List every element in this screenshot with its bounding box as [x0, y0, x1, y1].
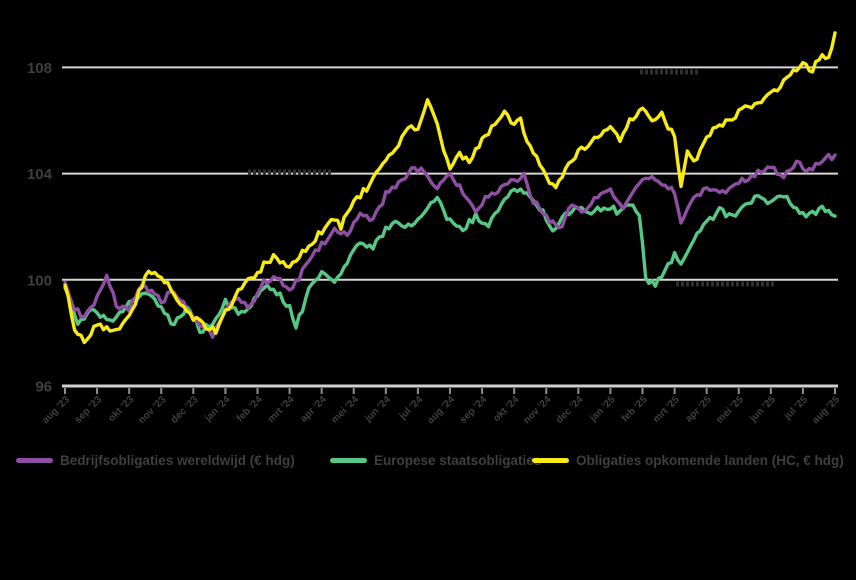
x-axis-label: jan '25: [587, 394, 618, 425]
x-axis-label: dec '24: [554, 394, 586, 426]
x-axis-label: jul '24: [397, 394, 426, 423]
x-axis-label: jul '25: [782, 394, 811, 423]
x-axis-label: nov '24: [522, 394, 554, 426]
x-axis-label: apr '24: [298, 394, 329, 425]
x-axis-label: dec '23: [169, 394, 201, 426]
x-axis-label: aug '25: [810, 394, 842, 426]
x-axis-label: sep '24: [458, 394, 490, 426]
legend-swatch-green: [330, 457, 367, 463]
x-axis-label: apr '25: [683, 394, 714, 425]
y-axis-labels: 96 100 104 108: [27, 60, 53, 396]
x-axis-label: jun '24: [362, 394, 393, 425]
legend-label: Obligaties opkomende landen (HC, € hdg): [576, 452, 844, 468]
legend-item-obligaties-opkomende-landen[interactable]: Obligaties opkomende landen (HC, € hdg): [532, 451, 844, 469]
legend-item-europese-staatsobligaties[interactable]: Europese staatsobligaties: [330, 451, 541, 469]
legend-item-bedrijfsobligaties[interactable]: Bedrijfsobligaties wereldwijd (€ hdg): [16, 451, 295, 469]
x-axis-label: mrt '25: [651, 394, 682, 425]
y-axis-label: 104: [27, 166, 53, 183]
x-axis-label: aug '23: [40, 394, 72, 426]
series-lines: [63, 31, 837, 345]
x-axis-label: feb '24: [235, 394, 265, 424]
x-axis-label: jun '25: [747, 394, 778, 425]
x-axis-label: okt '23: [106, 394, 136, 424]
legend-swatch-purple: [16, 457, 53, 463]
series-line-1[interactable]: [63, 187, 837, 334]
x-axis-label: jan '24: [202, 394, 233, 425]
x-axis-label: mrt '24: [266, 394, 297, 425]
x-axis-label: mei '25: [714, 394, 746, 426]
fine-print-annotations: [248, 69, 776, 287]
x-axis-label: sep '23: [73, 394, 105, 426]
y-axis-label: 96: [35, 379, 52, 396]
y-axis-label: 100: [27, 272, 52, 289]
x-axis-label: nov '23: [137, 394, 169, 426]
x-axis-label: okt '24: [491, 394, 521, 424]
legend-label: Bedrijfsobligaties wereldwijd (€ hdg): [60, 452, 295, 468]
x-axis-label: aug '24: [425, 394, 457, 426]
x-axis-label: feb '25: [620, 394, 650, 424]
chart-legend: Bedrijfsobligaties wereldwijd (€ hdg) Eu…: [0, 451, 856, 471]
series-line-0[interactable]: [63, 152, 837, 339]
series-line-2[interactable]: [63, 31, 837, 345]
x-axis-label: mei '24: [329, 394, 361, 426]
x-axis: [62, 384, 838, 394]
x-axis-labels: aug '23 sep '23 okt '23 nov '23 dec '23 jan '…: [40, 394, 842, 426]
legend-swatch-yellow: [532, 457, 569, 463]
legend-label: Europese staatsobligaties: [374, 452, 542, 468]
y-axis-label: 108: [27, 60, 52, 77]
